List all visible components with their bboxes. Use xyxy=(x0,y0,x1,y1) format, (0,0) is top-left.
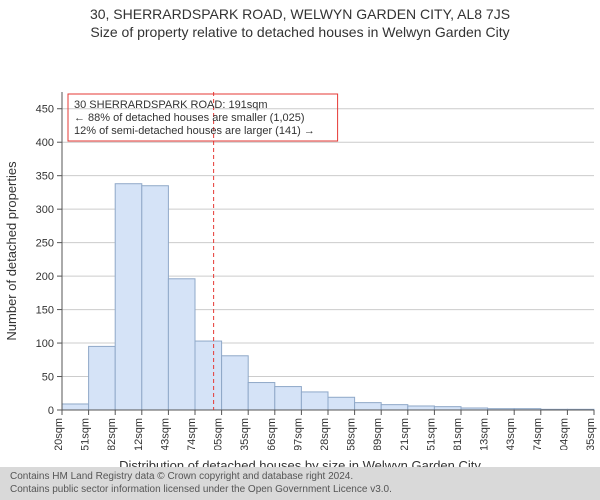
x-tick-label: 20sqm xyxy=(53,418,65,450)
page-title-line1: 30, SHERRARDSPARK ROAD, WELWYN GARDEN CI… xyxy=(0,6,600,22)
x-tick-label: 635sqm xyxy=(585,418,597,450)
x-tick-label: 421sqm xyxy=(399,418,411,450)
histogram-bar xyxy=(89,346,116,410)
x-tick-label: 51sqm xyxy=(80,418,92,450)
x-tick-label: 205sqm xyxy=(213,418,225,450)
x-tick-label: 389sqm xyxy=(372,418,384,450)
svg-text:150: 150 xyxy=(36,305,54,317)
x-tick-label: 328sqm xyxy=(319,418,331,450)
histogram-chart: 0 50 100 150 200 250 300 350 400 450 20sqm 51sqm 82s… xyxy=(0,40,600,450)
histogram-bar xyxy=(355,403,382,410)
footer: Contains HM Land Registry data © Crown c… xyxy=(0,467,600,500)
x-tick-label: 604sqm xyxy=(558,418,570,450)
x-tick-label: 112sqm xyxy=(133,418,145,450)
histogram-bar xyxy=(408,406,435,410)
x-tick-label: 235sqm xyxy=(239,418,251,450)
x-tick-label: 82sqm xyxy=(106,418,118,450)
histogram-bar xyxy=(381,405,408,410)
histogram-bar xyxy=(301,392,328,410)
x-tick-label: 297sqm xyxy=(292,418,304,450)
x-tick-label: 358sqm xyxy=(346,418,358,450)
x-tick-label: 451sqm xyxy=(425,418,437,450)
histogram-bar xyxy=(328,397,355,410)
svg-text:450: 450 xyxy=(36,104,54,116)
svg-text:100: 100 xyxy=(36,338,54,350)
x-tick-label: 481sqm xyxy=(452,418,464,450)
x-tick-label: 266sqm xyxy=(266,418,278,450)
annotation-line: 30 SHERRARDSPARK ROAD: 191sqm xyxy=(74,99,268,111)
x-tick-label: 174sqm xyxy=(186,418,198,450)
svg-text:400: 400 xyxy=(36,137,54,149)
svg-text:250: 250 xyxy=(36,238,54,250)
svg-text:200: 200 xyxy=(36,271,54,283)
histogram-bar xyxy=(434,407,461,410)
histogram-bar xyxy=(115,184,142,410)
histogram-bar xyxy=(275,387,302,410)
page-title-line2: Size of property relative to detached ho… xyxy=(0,24,600,40)
histogram-bar xyxy=(195,341,222,410)
svg-text:300: 300 xyxy=(36,204,54,216)
histogram-bar xyxy=(142,186,169,410)
x-tick-label: 543sqm xyxy=(505,418,517,450)
footer-line1: Contains HM Land Registry data © Crown c… xyxy=(10,471,590,484)
svg-text:350: 350 xyxy=(36,171,54,183)
y-axis-label: Number of detached properties xyxy=(4,161,19,341)
svg-text:0: 0 xyxy=(48,405,54,417)
footer-line2: Contains public sector information licen… xyxy=(10,484,590,497)
x-tick-label: 513sqm xyxy=(479,418,491,450)
histogram-bar xyxy=(222,356,249,410)
histogram-bar xyxy=(168,279,195,410)
annotation-line: ← 88% of detached houses are smaller (1,… xyxy=(74,112,305,124)
histogram-bar xyxy=(62,404,89,410)
x-tick-label: 574sqm xyxy=(532,418,544,450)
annotation-line: 12% of semi-detached houses are larger (… xyxy=(74,125,315,137)
x-tick-label: 143sqm xyxy=(159,418,171,450)
chart-area: 0 50 100 150 200 250 300 350 400 450 20sqm 51sqm 82s… xyxy=(0,40,600,480)
svg-text:50: 50 xyxy=(42,372,54,384)
histogram-bar xyxy=(248,383,275,410)
